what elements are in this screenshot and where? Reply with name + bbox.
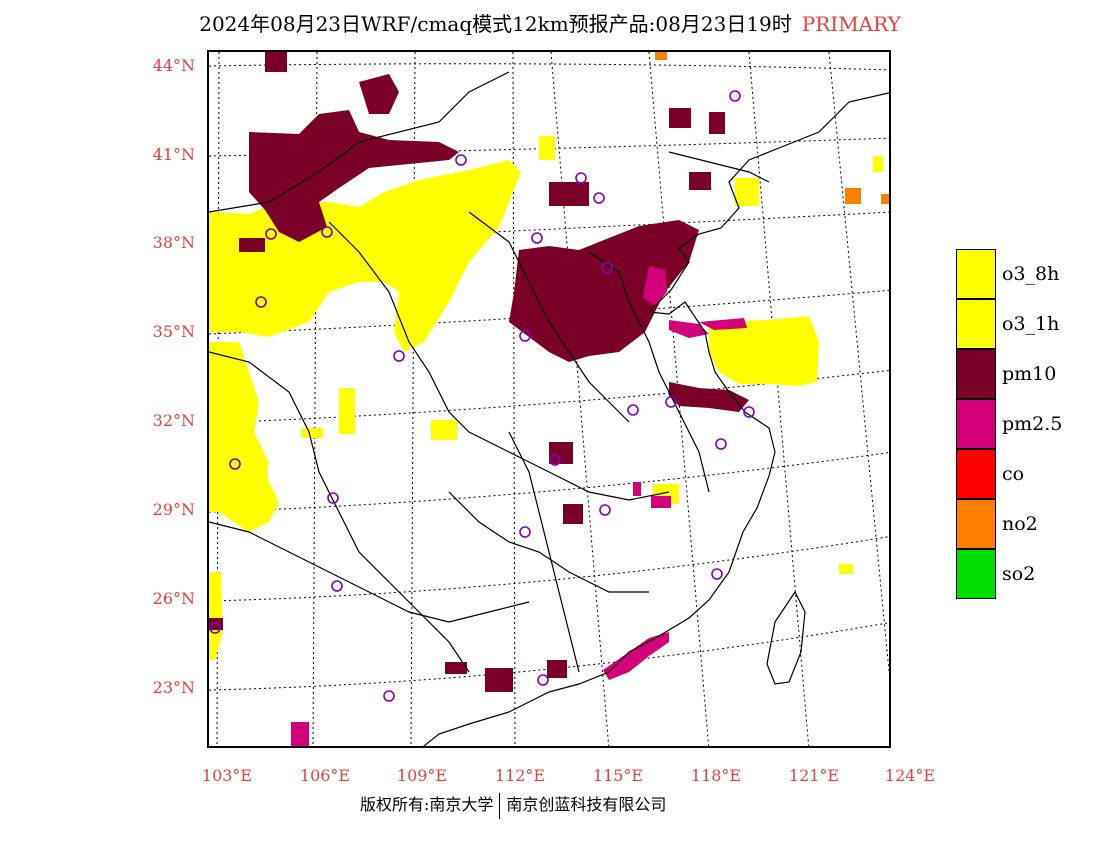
city-marker	[384, 691, 394, 701]
city-marker	[628, 405, 638, 415]
legend-label: o3_1h	[1002, 313, 1059, 335]
lat-label-26: 26°N	[153, 589, 195, 608]
meridian-112	[513, 52, 515, 748]
pm10-patch-4	[547, 660, 567, 678]
o3-patch-8	[873, 156, 883, 172]
legend-label: so2	[1002, 563, 1035, 585]
map-title: 2024年08月23日WRF/cmaq模式12km预报产品:08月23日19时 P…	[0, 8, 1100, 37]
legend-swatch	[956, 399, 996, 449]
legend-label: pm2.5	[1002, 413, 1062, 435]
legend-label: pm10	[1002, 363, 1056, 385]
legend-swatch	[956, 349, 996, 399]
pm25-regions	[291, 266, 747, 746]
lat-label-29: 29°N	[153, 500, 195, 519]
legend-swatch	[956, 499, 996, 549]
map-canvas	[209, 52, 891, 748]
o3-region-west-strip	[209, 342, 279, 532]
o3-patch-1	[431, 420, 457, 440]
lon-label-115: 115°E	[593, 766, 643, 785]
parallel-26	[209, 536, 891, 601]
city-marker	[600, 505, 610, 515]
pm10-patch-1	[265, 52, 287, 72]
map-panel[interactable]	[207, 50, 891, 748]
lon-label-103: 103°E	[202, 766, 252, 785]
no2-patch-3	[655, 52, 667, 60]
pm10-patch-11	[689, 172, 711, 190]
city-marker	[716, 439, 726, 449]
title-tag: PRIMARY	[802, 12, 901, 36]
pm25-region-guangdong	[603, 632, 669, 680]
pm10-patch-2	[239, 238, 265, 252]
city-marker	[576, 173, 586, 183]
city-marker	[532, 233, 542, 243]
o3-patch-9	[235, 288, 259, 322]
city-marker	[520, 527, 530, 537]
legend-swatch	[956, 249, 996, 299]
pm10-patch-6	[549, 442, 573, 464]
lat-label-32: 32°N	[153, 411, 195, 430]
lat-label-38: 38°N	[153, 233, 195, 252]
pm10-region-north-top	[359, 74, 399, 114]
city-marker	[332, 581, 342, 591]
pm25-patch-3	[633, 482, 641, 496]
lon-label-112: 112°E	[495, 766, 545, 785]
legend-swatch	[956, 449, 996, 499]
legend-label: co	[1002, 463, 1024, 485]
pm25-region-coast	[699, 318, 747, 330]
meridian-124	[829, 52, 891, 712]
provincial-border-8	[449, 492, 649, 592]
pm25-patch-1	[291, 722, 309, 746]
city-marker	[594, 193, 604, 203]
copyright-right: 南京创蓝科技有限公司	[506, 795, 666, 814]
copyright-notice: 版权所有:南京大学 南京创蓝科技有限公司	[360, 791, 666, 819]
provincial-border-6	[209, 522, 529, 622]
copyright-separator	[499, 793, 500, 819]
legend-label: o3_8h	[1002, 263, 1059, 285]
pm10-patch-5	[485, 668, 513, 692]
city-marker	[730, 91, 740, 101]
provincial-border-9	[669, 152, 769, 182]
city-marker	[394, 351, 404, 361]
lat-label-44: 44°N	[153, 56, 195, 75]
o3-patch-2	[339, 388, 355, 434]
pm10-patch-7	[563, 504, 583, 524]
city-marker	[712, 569, 722, 579]
meridian-115	[551, 52, 609, 748]
pm10-patch-9	[669, 108, 691, 128]
o3-patch-7	[839, 564, 853, 574]
city-marker	[328, 493, 338, 503]
legend-swatch	[956, 549, 996, 599]
lon-label-106: 106°E	[300, 766, 350, 785]
lat-label-35: 35°N	[153, 322, 195, 341]
city-marker	[456, 155, 466, 165]
lon-label-121: 121°E	[789, 766, 839, 785]
o3-patch-4	[539, 136, 555, 160]
pm25-patch-2	[651, 496, 671, 508]
lon-label-124: 124°E	[885, 766, 935, 785]
city-marker	[538, 675, 548, 685]
parallel-44	[209, 64, 891, 70]
title-text: 2024年08月23日WRF/cmaq模式12km预报产品:08月23日19时	[199, 12, 792, 36]
o3-patch-3	[301, 428, 323, 438]
o3-patch-5	[735, 178, 759, 206]
lon-label-109: 109°E	[397, 766, 447, 785]
provincial-border-5	[509, 432, 579, 672]
no2-patch-1	[845, 188, 861, 204]
o3-region-west-south	[209, 572, 223, 660]
lon-label-118: 118°E	[691, 766, 741, 785]
pm10-region-jiangsu	[669, 382, 749, 412]
no2-patch-2	[881, 194, 889, 204]
legend-label: no2	[1002, 513, 1038, 535]
copyright-left: 版权所有:南京大学	[360, 795, 493, 814]
taiwan	[767, 592, 805, 684]
pm10-patch-12	[549, 182, 589, 206]
legend-swatch	[956, 299, 996, 349]
pm10-regions	[209, 52, 749, 692]
lat-label-23: 23°N	[153, 678, 195, 697]
lat-label-41: 41°N	[153, 145, 195, 164]
parallel-23	[209, 622, 891, 690]
pm10-patch-10	[709, 112, 725, 134]
